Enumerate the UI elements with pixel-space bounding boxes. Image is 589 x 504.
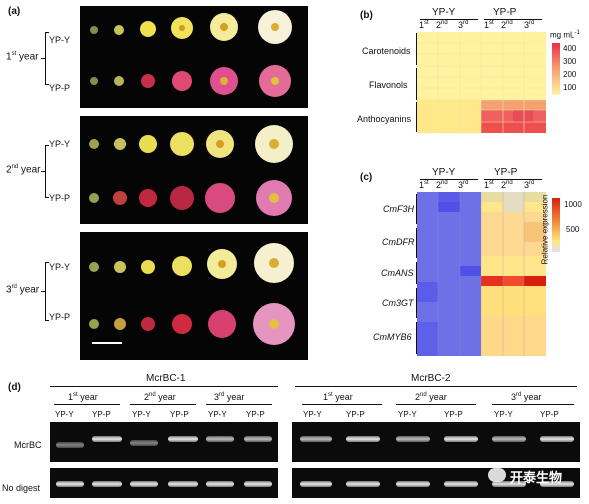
gel-left-lane-1: YP-Y bbox=[55, 410, 74, 419]
heatmap-b-legend-200: 200 bbox=[563, 70, 577, 79]
gel-right-title: McrBC-2 bbox=[411, 373, 451, 384]
heatmap-c-legend-500: 500 bbox=[566, 225, 580, 234]
year-1-ypp-label: YP-P bbox=[49, 83, 71, 93]
heatmap-c-row-cm3gt: Cm3GT bbox=[382, 298, 414, 308]
year-1-label: 1st year bbox=[6, 51, 39, 63]
gel-left-lane-2: YP-P bbox=[92, 410, 111, 419]
gel-left-lane-3: YP-Y bbox=[132, 410, 151, 419]
panel-a-letter: (a) bbox=[8, 6, 21, 17]
panel-d-letter: (d) bbox=[8, 382, 21, 393]
heatmap-b-legend-unit: mg mL-1 bbox=[550, 30, 580, 40]
heatmap-b-col-4: 1st bbox=[484, 20, 494, 30]
gel-right-year-2: 2nd year bbox=[415, 392, 447, 402]
panel-b-letter: (b) bbox=[360, 10, 373, 21]
heatmap-b-cells bbox=[417, 32, 546, 133]
heatmap-b-group-ypp: YP-P bbox=[493, 7, 517, 18]
gel-row-mcrbc: McrBC bbox=[14, 440, 42, 450]
gel-left-mcrbc bbox=[50, 422, 278, 462]
gel-left-title: McrBC-1 bbox=[146, 373, 186, 384]
heatmap-b bbox=[417, 32, 546, 133]
heatmap-b-row-flavonols: Flavonols bbox=[369, 80, 408, 90]
gel-right-nodigest bbox=[292, 468, 580, 498]
year-2-bracket bbox=[45, 145, 46, 197]
flower-photo-year-1-art bbox=[90, 10, 292, 97]
heatmap-c-row-cmdfr: CmDFR bbox=[382, 237, 415, 247]
watermark-text: 开泰生物 bbox=[510, 470, 563, 485]
heatmap-c-group-ypy: YP-Y bbox=[432, 167, 456, 178]
flower-photo-year-3 bbox=[80, 232, 308, 360]
heatmap-b-legend-400: 400 bbox=[563, 44, 577, 53]
heatmap-b-row-carotenoids: Carotenoids bbox=[362, 46, 411, 56]
gel-left-year-3: 3rd year bbox=[214, 392, 245, 402]
heatmap-c-legend-label: Relative expression bbox=[540, 194, 550, 265]
watermark-icon bbox=[488, 468, 506, 482]
year-1-ypy-label: YP-Y bbox=[49, 35, 71, 45]
year-3-ypp-label: YP-P bbox=[49, 312, 71, 322]
panel-c-letter: (c) bbox=[360, 172, 373, 183]
flower-photo-year-2-art bbox=[89, 125, 293, 216]
heatmap-b-col-6: 3rd bbox=[524, 20, 535, 30]
heatmap-c-col-4: 1st bbox=[484, 180, 494, 190]
year-3-label: 3rd year bbox=[6, 284, 40, 296]
heatmap-c bbox=[417, 192, 546, 356]
gel-right-lane-4: YP-P bbox=[444, 410, 463, 419]
scale-bar bbox=[92, 342, 122, 344]
heatmap-b-legend-bar bbox=[552, 43, 560, 95]
flower-photo-year-1 bbox=[80, 6, 308, 108]
gel-right-lane-2: YP-P bbox=[346, 410, 365, 419]
gel-right-lane-5: YP-Y bbox=[494, 410, 513, 419]
year-2-label: 2nd year bbox=[6, 164, 41, 176]
heatmap-b-legend-100: 100 bbox=[563, 83, 577, 92]
heatmap-c-legend-bar bbox=[552, 198, 560, 252]
heatmap-c-col-6: 3rd bbox=[524, 180, 535, 190]
gel-left-nodigest bbox=[50, 468, 278, 498]
gel-left-year-2: 2nd year bbox=[144, 392, 176, 402]
flower-photo-year-3-art bbox=[89, 243, 295, 345]
flower-photo-year-2 bbox=[80, 116, 308, 224]
heatmap-c-group-ypp: YP-P bbox=[494, 167, 518, 178]
gel-left-year-1: 1st year bbox=[68, 392, 98, 402]
heatmap-c-cells bbox=[417, 192, 546, 356]
heatmap-c-col-1: 1st bbox=[419, 180, 429, 190]
heatmap-c-legend-1000: 1000 bbox=[564, 200, 582, 209]
heatmap-b-group-ypy: YP-Y bbox=[432, 7, 456, 18]
year-3-bracket bbox=[45, 262, 46, 320]
gel-left-lane-4: YP-P bbox=[170, 410, 189, 419]
gel-right-lane-6: YP-P bbox=[540, 410, 559, 419]
heatmap-c-col-5: 2nd bbox=[501, 180, 513, 190]
gel-left-lane-6: YP-P bbox=[246, 410, 265, 419]
heatmap-c-col-3: 3rd bbox=[458, 180, 469, 190]
heatmap-b-row-anthocyanins: Anthocyanins bbox=[357, 114, 412, 124]
gel-right-year-3: 3rd year bbox=[511, 392, 542, 402]
year-2-ypp-label: YP-P bbox=[49, 193, 71, 203]
heatmap-b-col-2: 2nd bbox=[436, 20, 448, 30]
gel-right-lane-3: YP-Y bbox=[398, 410, 417, 419]
heatmap-b-legend-300: 300 bbox=[563, 57, 577, 66]
heatmap-b-col-3: 3rd bbox=[458, 20, 469, 30]
year-2-ypy-label: YP-Y bbox=[49, 139, 71, 149]
gel-right-mcrbc bbox=[292, 422, 580, 462]
gel-right-year-1: 1st year bbox=[323, 392, 353, 402]
heatmap-c-row-cmmyb6: CmMYB6 bbox=[373, 332, 412, 342]
heatmap-c-row-cmans: CmANS bbox=[381, 268, 414, 278]
heatmap-c-col-2: 2nd bbox=[436, 180, 448, 190]
gel-right-lane-1: YP-Y bbox=[303, 410, 322, 419]
gel-row-no-digest: No digest bbox=[2, 483, 41, 493]
year-3-ypy-label: YP-Y bbox=[49, 262, 71, 272]
gel-left-lane-5: YP-Y bbox=[208, 410, 227, 419]
heatmap-b-col-1: 1st bbox=[419, 20, 429, 30]
year-1-bracket bbox=[45, 32, 46, 84]
heatmap-c-row-cmf3h: CmF3H bbox=[383, 204, 414, 214]
heatmap-b-col-5: 2nd bbox=[501, 20, 513, 30]
